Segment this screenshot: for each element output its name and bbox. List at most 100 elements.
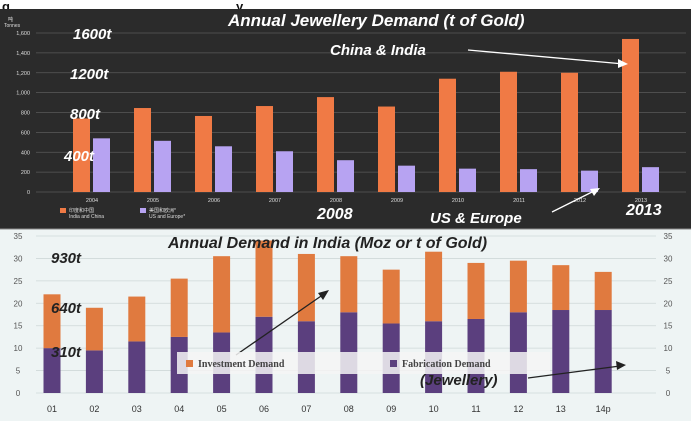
bottom-x-tick-label: 01: [47, 404, 57, 414]
annotation-jewellery: (Jewellery): [420, 372, 498, 389]
top-chart-ylabel: Tonnes: [4, 23, 21, 29]
bottom-bar-fabrication: [85, 350, 103, 393]
top-y-tick-label: 800: [21, 111, 30, 117]
bottom-bar-fabrication: [128, 341, 146, 393]
top-x-tick-label: 2009: [391, 198, 403, 204]
top-x-tick-label: 2006: [208, 198, 220, 204]
legend-label-india-china: India and China: [69, 214, 104, 220]
bottom-y-tick-left: 0: [16, 389, 21, 398]
bottom-bar-fabrication: [594, 310, 612, 393]
top-bar-us-europe: [642, 167, 659, 192]
top-chart-bars: [73, 38, 659, 193]
arrowhead-china-india: [618, 59, 628, 68]
bottom-y-tick-right: 35: [664, 232, 673, 241]
annotation-1200t: 1200t: [70, 66, 109, 83]
bottom-bar-investment: [43, 294, 61, 349]
top-y-tick-label: 1,200: [16, 71, 30, 77]
bottom-bar-investment: [509, 260, 527, 313]
bottom-y-tick-left: 30: [14, 254, 23, 263]
top-bar-india-china: [622, 38, 639, 193]
legend-label-us-europe: US and Europe*: [149, 214, 185, 220]
bottom-x-tick-label: 13: [556, 404, 566, 414]
top-x-tick-label: 2007: [269, 198, 281, 204]
annotation-800t: 800t: [70, 106, 101, 123]
arrow-jewellery: [527, 365, 621, 379]
annotation-310t: 310t: [51, 344, 82, 361]
top-chart-ylabel-cn: 吨: [8, 16, 13, 23]
legend-swatch-fabrication: [390, 360, 397, 367]
bottom-y-tick-left: 10: [14, 344, 23, 353]
top-bar-us-europe: [154, 140, 171, 192]
arrow-us-europe: [551, 189, 597, 213]
annotation-china-india: China & India: [330, 42, 426, 59]
top-y-tick-label: 200: [21, 170, 30, 176]
legend-label-investment: Investment Demand: [198, 359, 285, 370]
bottom-x-tick-label: 03: [132, 404, 142, 414]
bottom-y-tick-left: 15: [14, 322, 23, 331]
bottom-chart-bars: [43, 240, 612, 393]
legend-swatch-us-europe: [140, 208, 146, 213]
top-y-tick-label: 1,400: [16, 51, 30, 57]
bottom-x-tick-label: 05: [217, 404, 227, 414]
bottom-y-tick-right: 15: [664, 322, 673, 331]
top-y-tick-label: 600: [21, 130, 30, 136]
bottom-y-tick-left: 5: [16, 367, 21, 376]
top-x-tick-label: 2005: [147, 198, 159, 204]
bottom-bar-fabrication: [552, 310, 570, 393]
bottom-bar-investment: [170, 278, 188, 337]
bottom-bar-investment: [425, 251, 443, 322]
top-bar-india-china: [195, 115, 212, 192]
top-bar-us-europe: [276, 151, 293, 192]
bottom-chart-y-ticks: 0 0 5 5 10 10 15 15 20 20 25 25 30 30 35 35: [14, 232, 673, 398]
legend-label-us-europe-cn: 美国和欧洲*: [149, 207, 176, 214]
annotation-640t: 640t: [51, 300, 82, 317]
bottom-bar-investment: [255, 240, 273, 317]
bottom-bar-investment: [552, 265, 570, 311]
top-x-tick-label: 2004: [86, 198, 98, 204]
bottom-y-tick-right: 20: [664, 299, 673, 308]
bottom-x-tick-label: 07: [301, 404, 311, 414]
bottom-y-tick-right: 5: [666, 367, 671, 376]
bottom-chart-title: Annual Demand in India (Moz or t of Gold…: [167, 235, 487, 252]
top-bar-us-europe: [93, 138, 110, 192]
top-bar-us-europe: [398, 165, 415, 192]
bottom-bar-investment: [297, 253, 315, 322]
top-x-tick-label: 2013: [635, 198, 647, 204]
bottom-x-tick-label: 11: [471, 404, 480, 414]
top-bar-us-europe: [215, 146, 232, 192]
annotation-us-europe: US & Europe: [430, 210, 522, 227]
top-y-tick-label: 1,000: [16, 91, 30, 97]
bottom-x-tick-label: 10: [429, 404, 439, 414]
top-bar-us-europe: [581, 170, 598, 192]
caption-fragment-left: g: [2, 0, 10, 14]
bottom-legend-box: [177, 352, 550, 374]
bottom-x-tick-label: 12: [513, 404, 523, 414]
top-y-tick-label: 400: [21, 150, 30, 156]
legend-label-fabrication: Fabrication Demand: [402, 359, 491, 370]
bottom-y-tick-right: 30: [664, 254, 673, 263]
bottom-bar-investment: [128, 296, 146, 342]
annotation-930t: 930t: [51, 250, 82, 267]
bottom-chart-x-ticks: 01 02 03 04 05 06 07 08 09 10 11 12 13 14p: [47, 404, 611, 414]
annotation-400t: 400t: [63, 148, 95, 165]
top-y-tick-label: 0: [27, 190, 30, 196]
caption-fragment-mid: y: [236, 0, 244, 14]
bottom-bar-investment: [382, 269, 400, 324]
arrowhead-jewellery: [616, 361, 626, 370]
top-bar-india-china: [73, 118, 90, 192]
annotation-1600t: 1600t: [73, 26, 112, 43]
top-chart-title: Annual Jewellery Demand (t of Gold): [227, 11, 525, 30]
top-bar-india-china: [317, 97, 334, 192]
top-bar-india-china: [378, 106, 395, 192]
bottom-bar-investment: [213, 256, 231, 333]
arrowhead-investment: [318, 290, 329, 300]
bottom-y-tick-right: 25: [664, 277, 673, 286]
annotation-2008: 2008: [316, 206, 353, 223]
top-bar-india-china: [256, 106, 273, 192]
bottom-y-tick-left: 20: [14, 299, 23, 308]
bottom-bar-investment: [594, 271, 612, 311]
bottom-x-tick-label: 09: [386, 404, 396, 414]
bottom-x-tick-label: 02: [89, 404, 99, 414]
top-x-tick-label: 2008: [330, 198, 342, 204]
